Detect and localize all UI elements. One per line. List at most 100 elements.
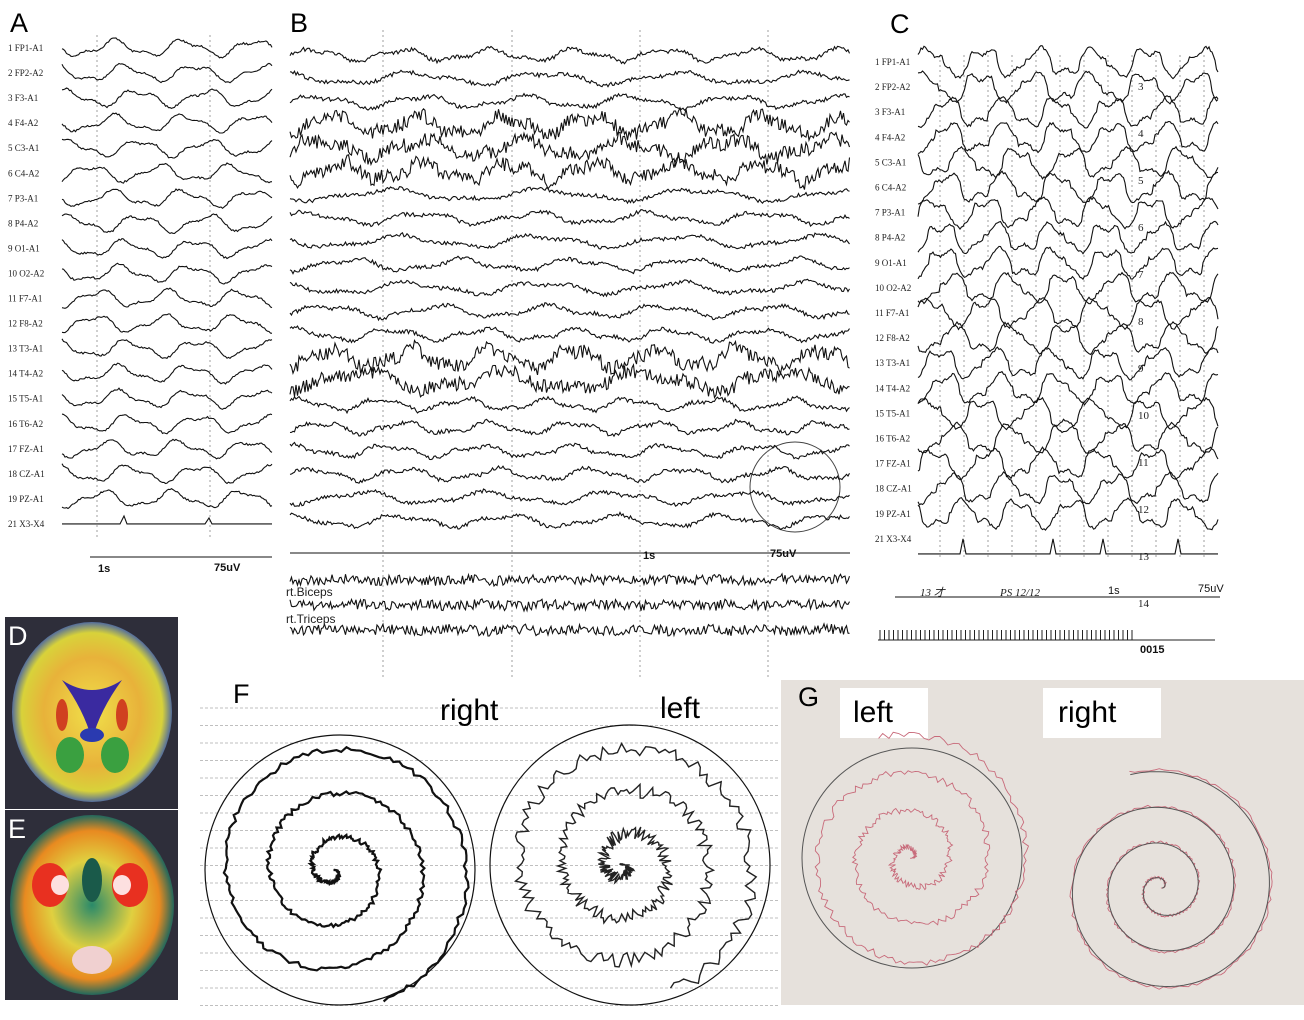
eeg-trace — [62, 464, 272, 484]
channel-label: 12 F8-A2 — [8, 319, 43, 329]
channel-label: 8 P4-A2 — [875, 233, 905, 243]
eeg-trace — [62, 489, 272, 509]
eeg-trace — [918, 498, 1218, 530]
channel-label: 17 FZ-A1 — [875, 459, 911, 469]
channel-label: 17 FZ-A1 — [8, 444, 44, 454]
eeg-trace — [62, 88, 272, 108]
page-number: 9 — [1138, 363, 1144, 375]
channel-label: 1 FP1-A1 — [8, 43, 43, 53]
side-label: left — [660, 692, 701, 725]
panel-label: F — [233, 679, 250, 709]
channel-label: 9 O1-A1 — [8, 243, 40, 253]
eeg-trace — [918, 171, 1218, 204]
eeg-trace — [290, 187, 850, 204]
channel-label: 21 X3-X4 — [8, 519, 45, 529]
eeg-trace — [290, 279, 850, 296]
eeg-trace — [918, 46, 1218, 79]
eeg-trace — [918, 297, 1218, 329]
region — [72, 946, 112, 974]
eeg-trace — [290, 624, 850, 636]
page-number: 6 — [1138, 222, 1144, 234]
region — [56, 699, 68, 731]
channel-label: 3 F3-A1 — [8, 93, 38, 103]
channel-label: 5 C3-A1 — [8, 143, 39, 153]
eeg-trace — [290, 326, 850, 343]
eeg-trace — [62, 363, 272, 384]
eeg-trace — [62, 163, 272, 183]
eeg-trace — [290, 303, 850, 320]
eeg-trace — [62, 239, 272, 259]
eeg-trace — [918, 322, 1218, 355]
region — [80, 728, 104, 742]
channel-label: 4 F4-A2 — [8, 118, 38, 128]
scale-amplitude: 75uV — [1198, 583, 1224, 595]
eeg-trace — [62, 63, 272, 82]
channel-label: 7 P3-A1 — [875, 208, 905, 218]
channel-label: 4 F4-A2 — [875, 132, 905, 142]
page-number: 13 — [1138, 551, 1150, 563]
eeg-trace — [290, 132, 850, 165]
channel-label: 16 T6-A2 — [875, 434, 910, 444]
channel-label: 9 O1-A1 — [875, 258, 907, 268]
eeg-trace — [290, 70, 850, 86]
channel-label: 1 FP1-A1 — [875, 57, 910, 67]
eeg-trace — [290, 574, 850, 586]
page-number: 4 — [1138, 128, 1144, 140]
eeg-trace — [918, 372, 1218, 405]
eeg-trace — [918, 539, 1218, 554]
panel-label: A — [10, 8, 28, 38]
channel-label: 14 T4-A2 — [875, 383, 910, 393]
channel-label: 15 T5-A1 — [875, 408, 910, 418]
region — [82, 858, 102, 902]
eeg-trace — [62, 139, 272, 158]
eeg-trace — [62, 388, 272, 409]
side-label: left — [853, 696, 894, 729]
channel-label: 5 C3-A1 — [875, 157, 906, 167]
panel-label: C — [890, 9, 910, 39]
eeg-trace — [62, 38, 272, 58]
channel-label: 13 T3-A1 — [8, 344, 43, 354]
scale-time: 1s — [98, 563, 110, 575]
eeg-trace — [290, 396, 850, 413]
page-number: 7 — [1138, 269, 1144, 281]
eeg-trace — [290, 256, 850, 274]
scale-amplitude: 75uV — [214, 562, 241, 574]
eeg-trace — [290, 233, 850, 249]
page-number: 8 — [1138, 316, 1144, 328]
eeg-trace — [918, 398, 1218, 430]
region — [56, 737, 84, 773]
scale-time: 1s — [643, 550, 655, 562]
channel-label: 16 T6-A2 — [8, 419, 43, 429]
eeg-trace — [62, 288, 272, 308]
side-label: right — [1058, 696, 1117, 729]
eeg-trace — [290, 365, 850, 398]
channel-label: 11 F7-A1 — [875, 308, 909, 318]
panel-label: G — [798, 682, 819, 712]
page-number: 3 — [1138, 81, 1144, 93]
channel-label: 19 PZ-A1 — [8, 494, 44, 504]
eeg-trace — [290, 210, 850, 227]
emg-label: rt.Biceps — [286, 585, 333, 599]
channel-label: 21 X3-X4 — [875, 534, 912, 544]
channel-label: 14 T4-A2 — [8, 369, 43, 379]
eeg-trace — [918, 246, 1218, 279]
channel-label: 15 T5-A1 — [8, 394, 43, 404]
page-number: 12 — [1138, 504, 1149, 516]
scale-time: 1s — [1108, 585, 1120, 597]
channel-label: 6 C4-A2 — [875, 183, 906, 193]
region — [113, 875, 131, 895]
page-number: 10 — [1138, 410, 1150, 422]
eeg-trace — [62, 189, 272, 208]
region — [116, 699, 128, 731]
eeg-trace — [918, 197, 1218, 229]
page-number: 14 — [1138, 598, 1150, 610]
eeg-trace — [62, 314, 272, 333]
eeg-trace — [290, 419, 850, 436]
eeg-trace — [290, 46, 850, 63]
scale-amplitude: 75uV — [770, 548, 797, 560]
side-label: right — [440, 694, 499, 727]
panel-label: E — [8, 814, 26, 844]
eeg-trace — [62, 439, 272, 459]
channel-label: 10 O2-A2 — [8, 268, 44, 278]
eeg-trace — [62, 113, 272, 133]
